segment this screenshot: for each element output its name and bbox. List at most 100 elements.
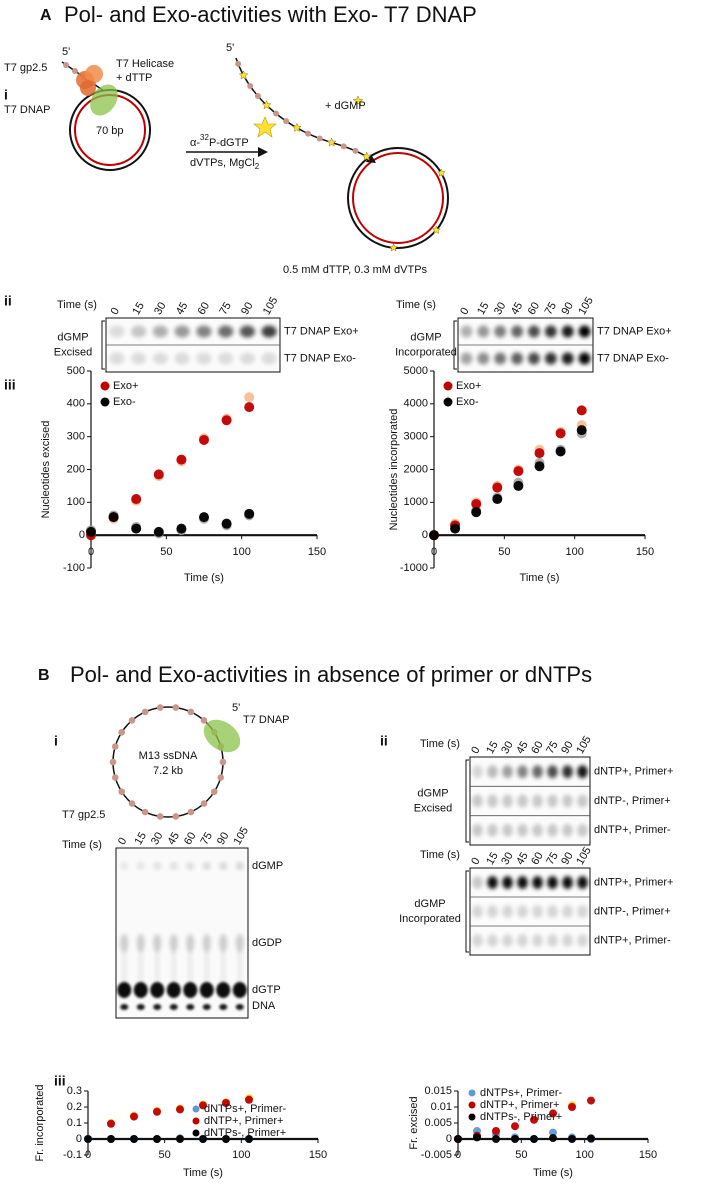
y-tick-label: 200 [67,463,85,475]
data-point [576,405,587,416]
data-point [108,512,119,523]
bracket [101,320,105,370]
lane-label: 0 [109,306,122,317]
star [238,70,249,80]
gel-band [131,325,147,338]
gel-band [577,765,588,779]
bead [111,774,119,781]
legend-marker [443,397,453,407]
data-point [153,1135,161,1143]
lane-label: 60 [529,850,546,867]
gel-band [544,352,557,365]
row-label: T7 DNAP Exo- [597,352,669,364]
gel-band [577,905,588,918]
data-point [568,1135,576,1143]
bead [141,708,149,716]
lane-label: 75 [198,830,215,847]
lane-label: 15 [475,300,492,317]
x-tick-label: 50 [160,546,172,558]
bead [247,83,254,90]
legend-label: dNTPs-, Primer+ [204,1127,286,1139]
data-point [222,1099,230,1107]
data-point [176,523,187,534]
y-tick-label: 0.015 [424,1085,452,1097]
tlc-spot [120,1004,129,1010]
x-tick-label: 100 [575,1149,593,1161]
data-point [107,1135,115,1143]
tlc-spot [232,982,247,998]
bead [128,800,136,807]
legend-label: dNTPs+, Primer- [204,1103,287,1115]
data-point [107,1119,115,1128]
x-tick-label: 0 [85,1149,91,1161]
sub-label: i [54,733,58,749]
time-label: Time (s) [62,839,102,851]
bead [72,68,78,74]
lane-label: 90 [215,830,232,847]
tlc-smear [122,950,127,982]
y-axis-label: Fr. incorporated [34,1084,46,1161]
gel-band [511,325,523,338]
gel-band [109,325,125,338]
data-point [513,480,524,491]
data-point [245,1135,253,1143]
lane-label: 60 [196,300,213,317]
sub-label: iii [54,1073,66,1089]
data-point [513,466,524,477]
gel-band [528,325,540,338]
row-label: T7 DNAP Exo- [284,352,356,364]
bead [118,788,126,796]
data-point [84,1135,92,1143]
tlc-spot [235,1004,244,1010]
gel-band [511,352,523,365]
bead [235,60,242,67]
tlc-smear [138,950,143,982]
gel-band [487,823,498,837]
gel-band [502,794,513,808]
bead [254,93,261,100]
lane-label: 105 [574,845,594,867]
tlc-spot [186,862,195,870]
tlc-spot [150,982,165,998]
spot-label: dGMP [252,860,283,872]
gel-band [577,823,588,837]
gel-band [517,905,528,918]
lane-label: 90 [559,739,576,756]
ssdna-label: M13 ssDNA [139,750,198,762]
lane-label: 45 [514,850,531,867]
gel-band [547,765,558,779]
bead [172,813,180,820]
data-point [492,482,503,493]
lane-label: 0 [116,836,129,847]
tlc-spot [136,862,145,870]
data-point [454,1135,462,1143]
bead [340,143,347,150]
star [431,225,441,234]
y-axis-label: Fr. excised [408,1096,420,1149]
gel-band [578,352,591,365]
gel-band [532,934,543,947]
y-tick-label: 0.1 [67,1117,82,1129]
data-point [492,494,503,505]
star [326,137,337,147]
sub-label: ii [380,733,388,749]
lane-label: 75 [544,850,561,867]
lane-label: 90 [559,850,576,867]
data-point [131,494,142,505]
bead [210,788,218,796]
gel-band [517,794,528,808]
gel-band [517,876,528,889]
gel-band [532,823,543,837]
tlc-spot [219,1004,228,1010]
data-point [549,1134,557,1143]
side-label: dGMP [417,787,448,799]
data-point [221,415,232,426]
gel-band [261,325,277,338]
side-label: dGMP [57,331,88,343]
dnap-label: T7 DNAP [4,104,50,116]
lane-label: 75 [543,300,560,317]
bead [109,758,117,766]
gel-band [472,794,483,808]
legend-label: Exo- [113,396,136,408]
